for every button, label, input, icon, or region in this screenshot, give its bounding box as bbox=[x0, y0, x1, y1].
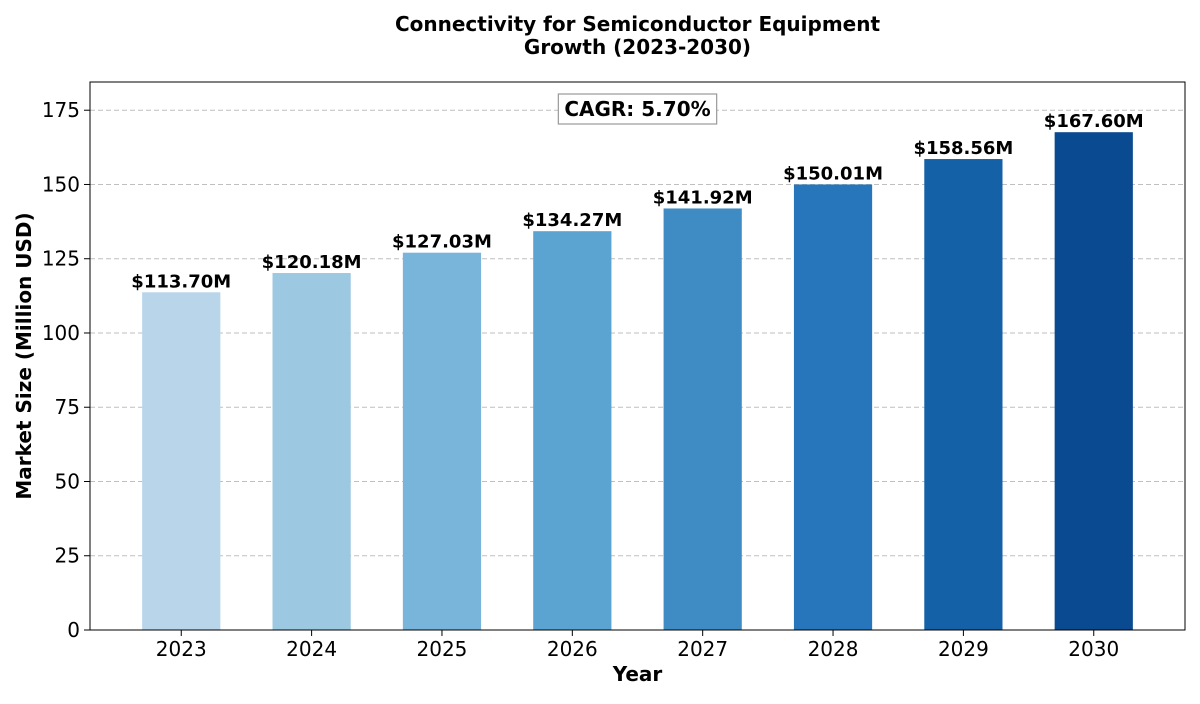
cagr-annotation-box bbox=[557, 93, 718, 125]
y-tick-label: 50 bbox=[55, 469, 80, 493]
x-tick-label: 2030 bbox=[1068, 637, 1119, 661]
y-tick-label: 75 bbox=[55, 395, 80, 419]
cagr-annotation-text: CAGR: 5.70% bbox=[564, 97, 710, 121]
chart-title-line-1: Connectivity for Semiconductor Equipment bbox=[395, 12, 881, 36]
chart-title: Connectivity for Semiconductor Equipment… bbox=[395, 12, 881, 59]
bar-value-label: $134.27M bbox=[522, 210, 622, 231]
bar-value-label: $120.18M bbox=[262, 252, 362, 273]
plot-frame bbox=[89, 81, 1186, 631]
x-axis-ticks: 2023 2024 2025 2026 2027 2028 2029 2030 bbox=[156, 630, 1119, 661]
bar-2027 bbox=[663, 208, 742, 630]
bar-value-label: $113.70M bbox=[131, 271, 231, 292]
bar-2025 bbox=[402, 252, 482, 630]
y-tick-label: 150 bbox=[42, 172, 80, 196]
bars bbox=[142, 132, 1133, 631]
y-tick-label: 125 bbox=[42, 247, 80, 271]
bar-value-label: $127.03M bbox=[392, 232, 492, 253]
x-tick-label: 2024 bbox=[286, 637, 337, 661]
bar-2023 bbox=[142, 292, 221, 630]
x-axis-label: Year bbox=[612, 662, 663, 686]
cagr-annotation: CAGR: 5.70% bbox=[557, 93, 718, 125]
grid-lines bbox=[90, 109, 1185, 631]
bar-2026 bbox=[533, 231, 612, 630]
bar-2029 bbox=[924, 159, 1003, 630]
x-tick-label: 2026 bbox=[547, 637, 598, 661]
x-tick-label: 2029 bbox=[938, 637, 989, 661]
bar-value-label: $158.56M bbox=[913, 138, 1013, 159]
bar-value-labels: $113.70M $120.18M $127.03M $134.27M $141.92M… bbox=[131, 111, 1143, 292]
y-tick-label: 25 bbox=[55, 544, 80, 568]
y-axis-label: Market Size (Million USD) bbox=[12, 212, 36, 499]
bar-2028 bbox=[793, 184, 873, 631]
x-tick-label: 2023 bbox=[156, 637, 207, 661]
x-tick-label: 2027 bbox=[677, 637, 728, 661]
x-tick-label: 2025 bbox=[417, 637, 468, 661]
bar-2030 bbox=[1054, 132, 1133, 630]
x-tick-label: 2028 bbox=[808, 637, 859, 661]
y-tick-label: 0 bbox=[67, 618, 80, 642]
bar-value-label: $167.60M bbox=[1044, 111, 1144, 132]
bar-2024 bbox=[272, 273, 351, 630]
y-tick-label: 100 bbox=[42, 321, 80, 345]
chart-title-line-2: Growth (2023-2030) bbox=[524, 35, 751, 59]
y-tick-label: 175 bbox=[42, 98, 80, 122]
bar-value-label: $141.92M bbox=[653, 187, 753, 208]
bar-value-label: $150.01M bbox=[783, 163, 883, 184]
y-axis-ticks: 0 25 50 75 100 125 150 175 bbox=[42, 98, 90, 642]
